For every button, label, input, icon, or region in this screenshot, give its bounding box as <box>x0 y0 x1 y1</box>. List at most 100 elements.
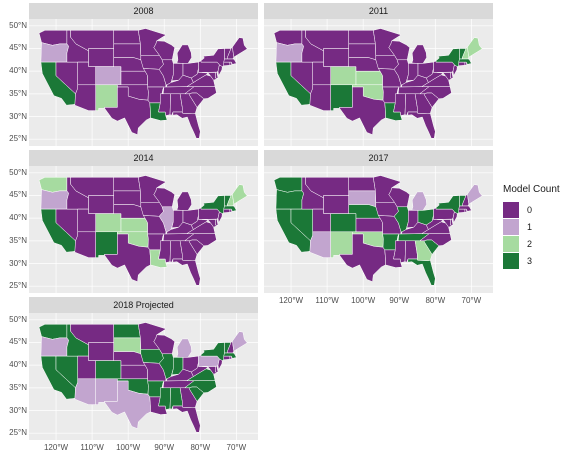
state-de <box>215 71 219 79</box>
state-ct <box>458 208 466 213</box>
state-pa <box>198 207 220 220</box>
latitude-label: 45°N <box>9 190 27 200</box>
state-wi <box>153 187 175 208</box>
state-nm <box>95 84 118 111</box>
state-tx <box>104 380 151 429</box>
state-ks <box>355 217 383 233</box>
state-nj <box>217 358 223 370</box>
state-ia <box>140 349 164 364</box>
longitude-label: 110°W <box>80 443 104 452</box>
latitude-label: 50°N <box>9 314 27 324</box>
state-nd <box>348 30 376 45</box>
state-az <box>309 84 331 111</box>
latitude-label: 40°N <box>9 213 27 223</box>
legend-item: 2 <box>503 235 560 252</box>
latitude-label: 25°N <box>9 134 27 144</box>
state-me <box>232 184 248 205</box>
map-plot-area <box>264 19 493 146</box>
longitude-label: 90°W <box>154 443 175 452</box>
map-plot-area <box>264 166 493 293</box>
state-nd <box>348 177 376 192</box>
facet-panel-2017: 2017 <box>264 150 493 293</box>
state-ks <box>120 217 148 233</box>
state-nj <box>217 64 223 76</box>
state-wy <box>88 195 114 214</box>
latitude-label: 25°N <box>9 428 27 438</box>
state-nj <box>217 211 223 223</box>
facet-strip-title: 2017 <box>264 150 493 166</box>
state-me <box>232 37 248 58</box>
map-plot-area <box>29 313 258 440</box>
state-or <box>40 42 69 63</box>
state-ia <box>140 55 164 70</box>
state-pa <box>433 207 455 220</box>
state-ks <box>355 70 383 86</box>
state-ct <box>223 355 231 360</box>
state-nd <box>113 177 141 192</box>
facet-strip-title: 2018 Projected <box>29 297 258 313</box>
latitude-label: 30°N <box>9 258 27 268</box>
longitude-label: 80°W <box>190 443 211 452</box>
state-or <box>40 336 69 357</box>
state-mi <box>176 191 192 211</box>
state-de <box>450 71 454 79</box>
state-de <box>215 365 219 373</box>
legend-item: 0 <box>503 201 560 218</box>
facet-panel-2018-projected: 2018 Projected <box>29 297 258 440</box>
facet-strip-title: 2011 <box>264 3 493 19</box>
state-nm <box>95 231 118 258</box>
state-co <box>330 66 357 86</box>
map-plot-area <box>29 19 258 146</box>
latitude-label: 40°N <box>9 360 27 370</box>
state-az <box>309 231 331 258</box>
legend-item: 1 <box>503 218 560 235</box>
map-plot-area <box>29 166 258 293</box>
state-mi <box>176 338 192 358</box>
facet-panel-2008: 2008 <box>29 3 258 146</box>
state-nd <box>113 324 141 339</box>
state-tx <box>104 233 151 282</box>
state-fl <box>172 111 201 139</box>
state-co <box>330 213 357 233</box>
state-mi <box>176 44 192 64</box>
legend-label: 0 <box>527 204 533 215</box>
state-nm <box>330 231 353 258</box>
latitude-label: 40°N <box>9 66 27 76</box>
state-ks <box>120 364 148 380</box>
state-pa <box>433 60 455 73</box>
state-ia <box>375 55 399 70</box>
legend-swatch-1 <box>503 218 519 235</box>
state-me <box>467 37 483 58</box>
latitude-label: 30°N <box>9 111 27 121</box>
legend: Model Count 0 1 2 3 <box>503 184 560 269</box>
state-wi <box>153 40 175 61</box>
state-az <box>74 84 96 111</box>
longitude-label: 70°W <box>461 296 482 305</box>
latitude-label: 25°N <box>9 281 27 291</box>
state-ct <box>223 208 231 213</box>
state-de <box>450 218 454 226</box>
state-wi <box>388 187 410 208</box>
facet-panel-2011: 2011 <box>264 3 493 146</box>
legend-label: 3 <box>527 255 533 266</box>
facet-strip-title: 2008 <box>29 3 258 19</box>
state-wy <box>323 48 349 67</box>
latitude-label: 50°N <box>9 167 27 177</box>
state-or <box>275 42 304 63</box>
state-nj <box>452 211 458 223</box>
state-ct <box>458 61 466 66</box>
latitude-label: 30°N <box>9 405 27 415</box>
state-pa <box>198 60 220 73</box>
state-wi <box>388 40 410 61</box>
latitude-label: 35°N <box>9 88 27 98</box>
state-or <box>40 189 69 210</box>
longitude-label: 90°W <box>389 296 410 305</box>
latitude-label: 35°N <box>9 235 27 245</box>
legend-swatch-3 <box>503 252 519 269</box>
longitude-label: 80°W <box>425 296 446 305</box>
state-co <box>95 213 122 233</box>
facet-panel-2014: 2014 <box>29 150 258 293</box>
state-ia <box>375 202 399 217</box>
legend-swatch-0 <box>503 201 519 218</box>
state-tx <box>339 86 386 135</box>
